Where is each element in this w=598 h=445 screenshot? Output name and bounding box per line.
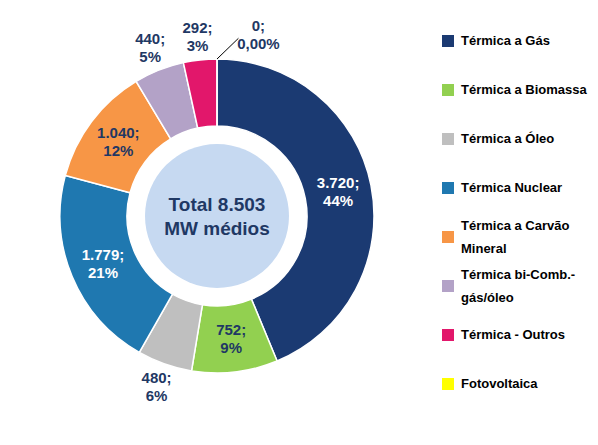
center-text: Total 8.503 <box>169 194 266 215</box>
legend-label: Térmica a Carvão Mineral <box>461 214 596 260</box>
legend-label: Térmica - Outros <box>461 323 596 346</box>
legend-item: Térmica Nuclear <box>442 163 598 212</box>
percent-label: 9% <box>220 339 242 356</box>
legend-swatch <box>442 133 454 145</box>
legend-swatch <box>442 84 454 96</box>
percent-label: 21% <box>88 264 118 281</box>
percent-label: 6% <box>146 387 168 404</box>
legend-item: Térmica a Biomassa <box>442 65 598 114</box>
legend-item: Térmica bi-Comb.-gás/óleo <box>442 261 598 310</box>
legend-swatch <box>442 231 454 243</box>
legend-swatch <box>442 378 454 390</box>
legend-swatch <box>442 35 454 47</box>
slice <box>183 59 217 128</box>
legend-item: Térmica a Gás <box>442 16 598 65</box>
slice <box>216 59 218 126</box>
percent-label: 3% <box>187 37 209 54</box>
legend-item: Térmica a Carvão Mineral <box>442 212 598 261</box>
legend-label: Térmica bi-Comb.-gás/óleo <box>461 263 596 309</box>
center-text: MW médios <box>164 218 270 239</box>
data-label: 0; <box>252 17 265 34</box>
legend-label: Fotovoltaica <box>461 372 596 395</box>
percent-label: 12% <box>103 142 133 159</box>
legend-label: Térmica a Gás <box>461 29 596 52</box>
legend-item: Fotovoltaica <box>442 359 598 408</box>
legend-item: Térmica - Outros <box>442 310 598 359</box>
center-disc <box>145 144 289 288</box>
legend-label: Térmica a Óleo <box>461 127 596 150</box>
legend: Térmica a Gás Térmica a Biomassa Térmica a… <box>442 16 598 408</box>
legend-swatch <box>442 329 454 341</box>
data-label: 480; <box>142 369 172 386</box>
data-label: 3.720; <box>317 174 360 191</box>
data-label: 440; <box>135 30 165 47</box>
data-label: 752; <box>216 321 246 338</box>
legend-item: Térmica a Óleo <box>442 114 598 163</box>
data-label: 292; <box>182 19 212 36</box>
slice <box>192 299 278 373</box>
data-labels: 3.720;44% 752;9% 480;6% 1.779;21% 1.040;12% 4… <box>82 17 360 404</box>
slices <box>60 59 374 373</box>
data-label: 1.040; <box>97 124 140 141</box>
data-label: 1.779; <box>82 246 125 263</box>
legend-label: Térmica Nuclear <box>461 176 596 199</box>
percent-label: 5% <box>139 48 161 65</box>
percent-label: 0,00% <box>237 35 280 52</box>
leader-line <box>217 38 238 59</box>
legend-swatch <box>442 182 454 194</box>
legend-label: Térmica a Biomassa <box>461 78 596 101</box>
legend-swatch <box>442 280 454 292</box>
percent-label: 44% <box>323 192 353 209</box>
